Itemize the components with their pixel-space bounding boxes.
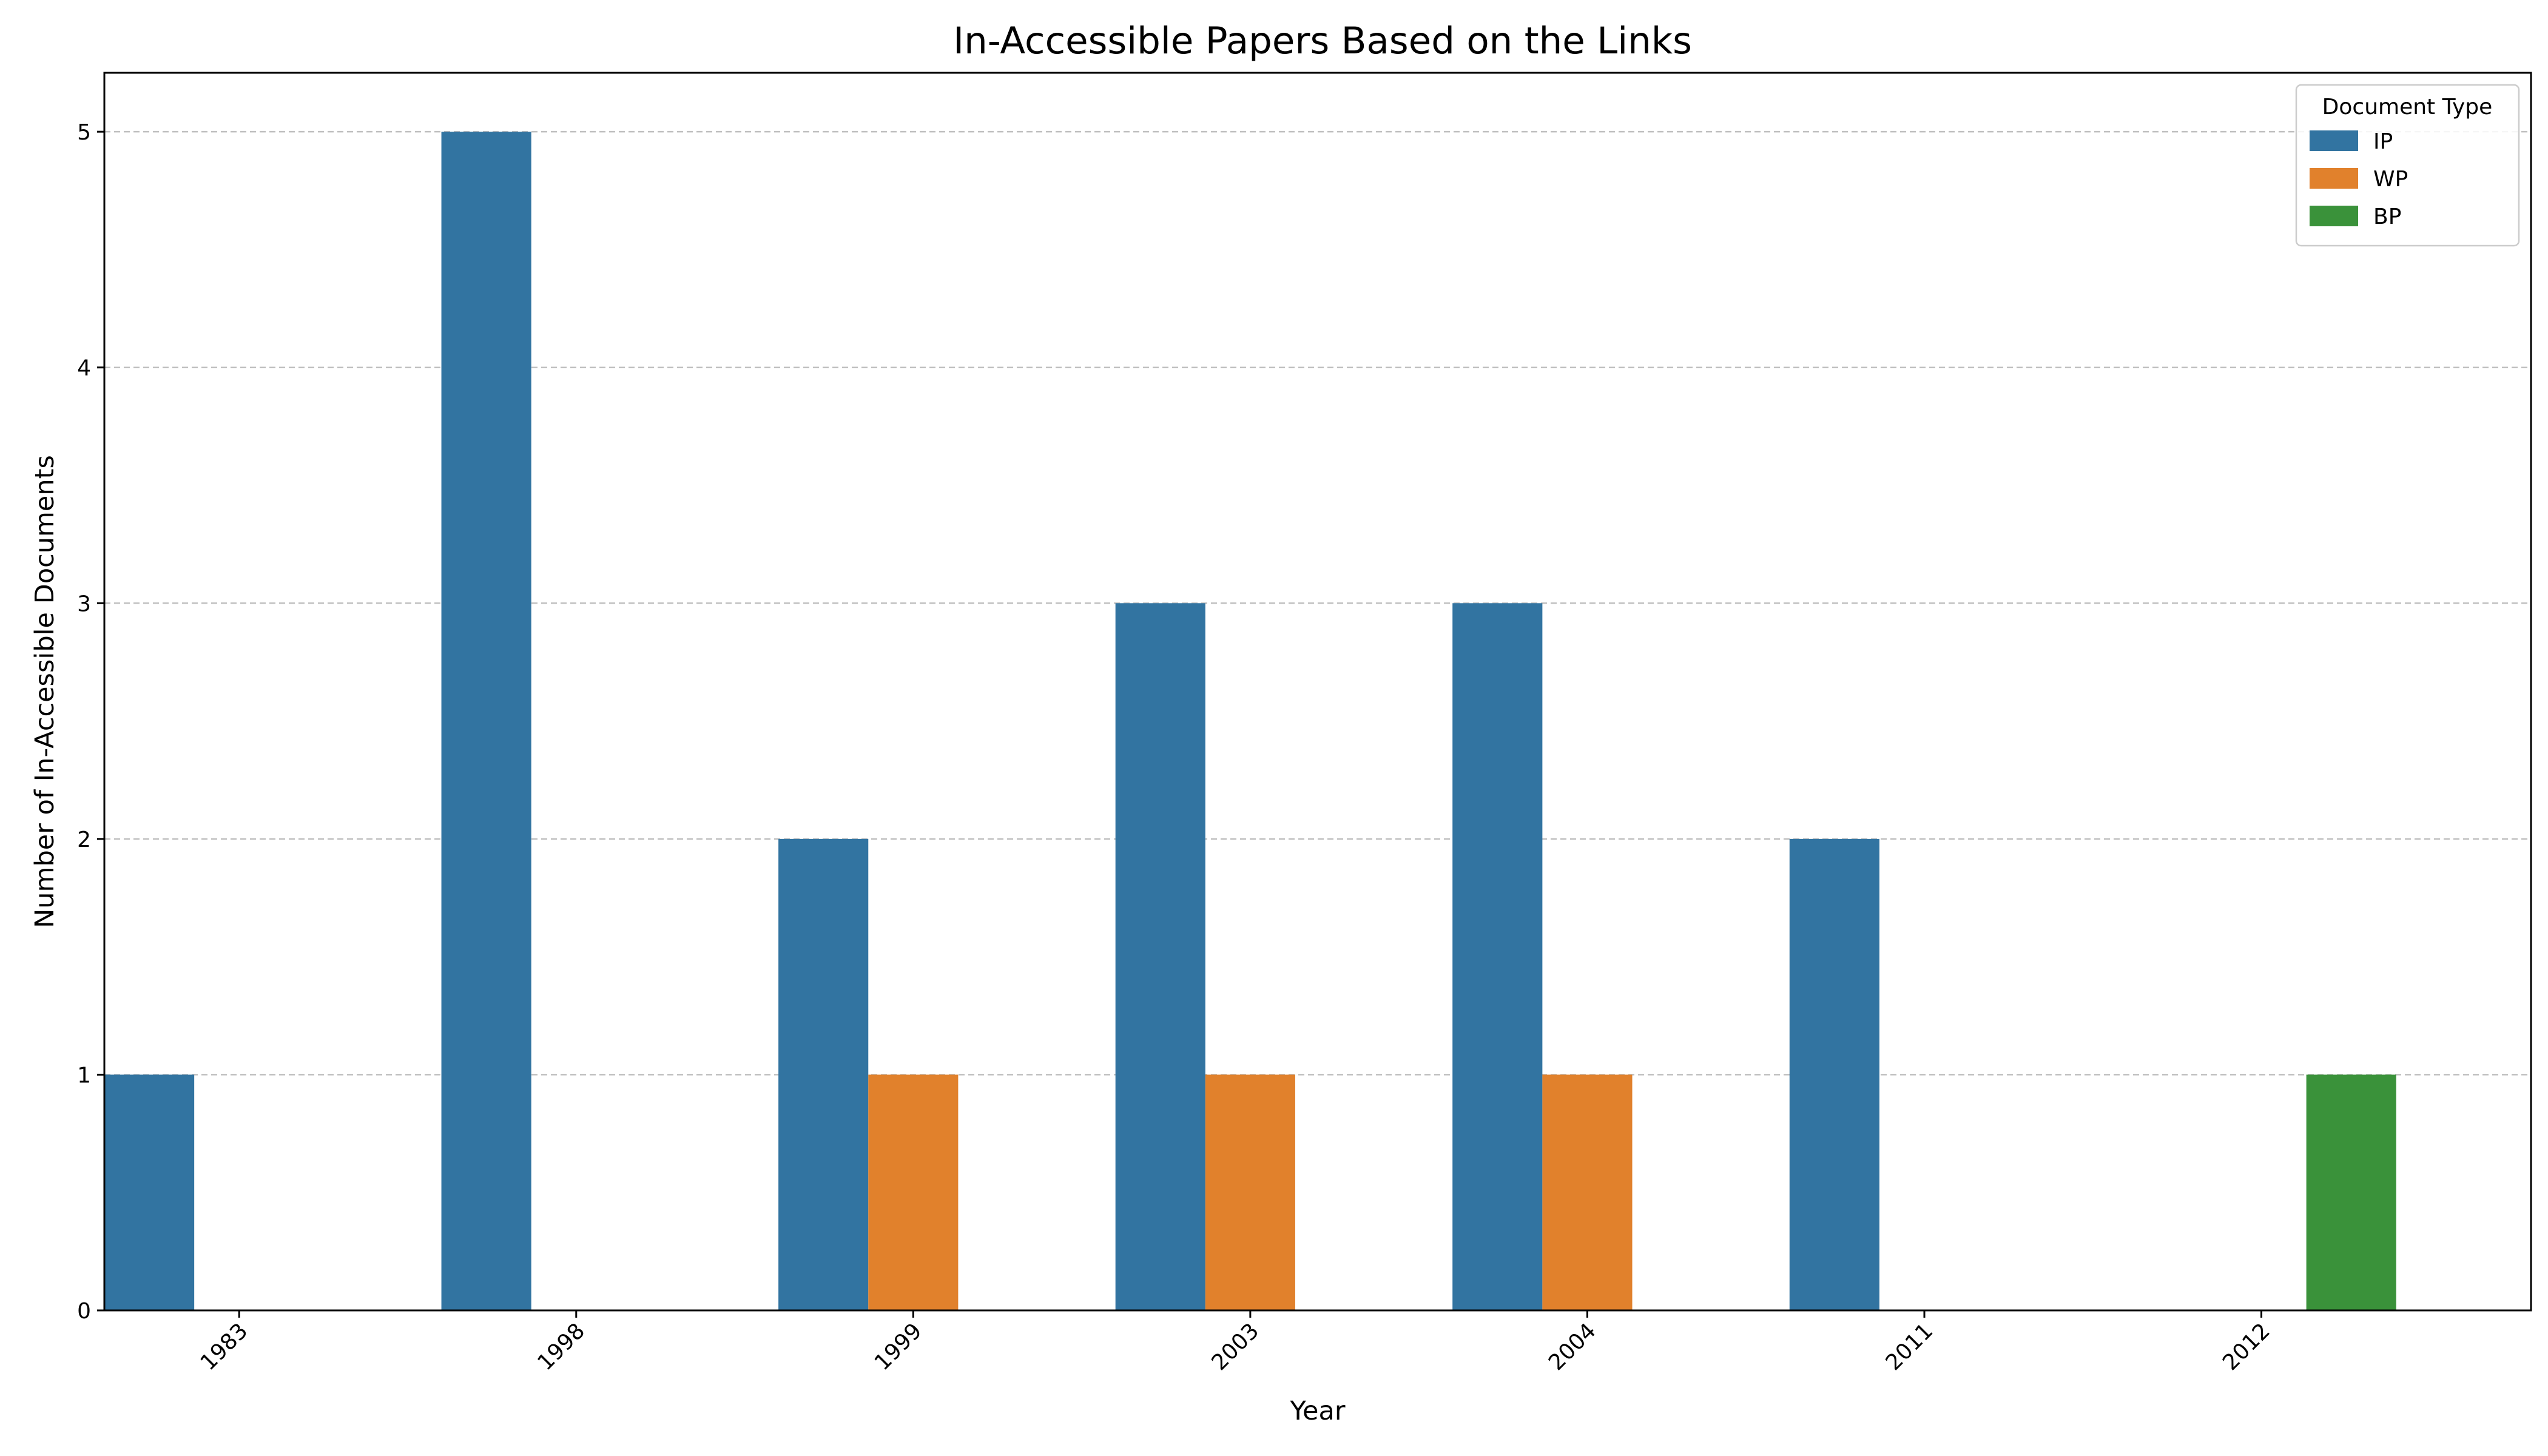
legend-swatch-WP [2310,168,2358,189]
plot-area-frame [103,72,2532,1312]
x-tick-label-2003: 2003 [1207,1318,1264,1375]
x-axis-ticks: 1983 1998 1999 2003 2004 2011 2012 [196,1310,2275,1375]
y-tick-label-2: 2 [77,827,91,852]
legend-label-IP: IP [2373,129,2393,154]
bar-WP-2004 [1542,1074,1633,1310]
y-axis-ticks: 0 1 2 3 4 5 [77,120,104,1324]
bar-BP-2012 [2306,1074,2396,1310]
bar-IP-1998 [441,132,531,1311]
x-tick-label-1983: 1983 [196,1318,253,1375]
legend-label-BP: BP [2373,204,2401,229]
x-tick-label-2004: 2004 [1544,1318,1601,1375]
bar-WP-2003 [1205,1074,1295,1310]
legend-swatch-BP [2310,206,2358,226]
y-tick-label-1: 1 [77,1063,91,1088]
bar-IP-1983 [104,1074,195,1310]
y-tick-label-3: 3 [77,592,91,616]
x-tick-label-1999: 1999 [870,1318,927,1375]
bar-IP-1999 [778,838,869,1310]
y-tick-label-0: 0 [77,1299,91,1324]
bar-WP-1999 [868,1074,959,1310]
legend: Document Type IP WP BP [2295,84,2520,247]
legend-entries: IP WP BP [2310,129,2408,229]
bar-IP-2011 [1789,838,1879,1310]
x-tick-label-1998: 1998 [533,1318,590,1375]
legend-swatch-IP [2310,130,2358,151]
legend-title: Document Type [2322,95,2493,120]
legend-frame [2295,84,2520,247]
bar-IP-2004 [1452,603,1543,1311]
chart-title: In-Accessible Papers Based on the Links [953,19,1692,62]
x-tick-label-2012: 2012 [2218,1318,2275,1375]
bars [104,132,2396,1311]
bar-IP-2003 [1115,603,1205,1311]
y-tick-label-4: 4 [77,356,91,381]
legend-label-WP: WP [2373,167,2408,192]
y-tick-label-5: 5 [77,120,91,145]
x-axis-label: Year [1289,1396,1345,1426]
x-tick-label-2011: 2011 [1881,1318,1938,1375]
y-axis-label: Number of In-Accessible Documents [30,455,60,928]
gridlines [104,130,2531,1076]
